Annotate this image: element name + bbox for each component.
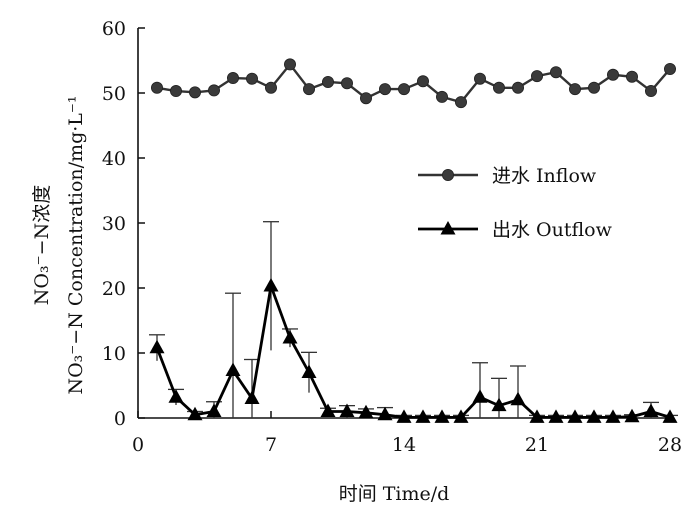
outflow-point [434, 409, 450, 423]
legend-outflow-label: 出水 Outflow [492, 219, 613, 241]
outflow-point [168, 389, 184, 403]
inflow-point [283, 58, 296, 71]
outflow-point [415, 409, 431, 423]
inflow-point [569, 83, 582, 96]
x-axis-title: 时间 Time/d [339, 483, 450, 505]
inflow-point [302, 83, 315, 96]
outflow-point [605, 409, 621, 423]
inflow-point [226, 72, 239, 85]
x-tick-label: 0 [132, 434, 144, 456]
inflow-point [664, 62, 677, 75]
inflow-point [435, 90, 448, 103]
x-tick-label: 28 [658, 434, 682, 456]
inflow-point [550, 66, 563, 79]
outflow-point [263, 278, 279, 292]
inflow-point [588, 81, 601, 94]
y-tick-label: 30 [102, 213, 126, 235]
outflow-point [529, 409, 545, 423]
y-tick-label: 50 [102, 83, 126, 105]
outflow-point [453, 409, 469, 423]
inflow-point [626, 70, 639, 83]
axis-labels: 时间 Time/d NO₃⁻−N浓度 NO₃⁻−N Concentration/mg… [31, 95, 449, 505]
x-tick-label: 7 [265, 434, 277, 456]
inflow-point [245, 72, 258, 85]
inflow-point [207, 84, 220, 97]
inflow-point [169, 85, 182, 98]
inflow-point [150, 81, 163, 94]
outflow-point [662, 409, 678, 423]
axes: 0 10 20 30 40 50 60 0 7 14 21 28 [102, 18, 682, 456]
inflow-point [607, 68, 620, 81]
inflow-point [188, 86, 201, 99]
outflow-point [187, 406, 203, 421]
outflow-point [396, 409, 412, 423]
x-tick-label: 21 [525, 434, 549, 456]
outflow-point [567, 409, 583, 423]
legend-outflow-marker [440, 221, 456, 235]
inflow-point [397, 83, 410, 96]
outflow-point [377, 406, 393, 421]
y-tick-label: 60 [102, 18, 126, 40]
outflow-point [206, 403, 222, 417]
y-tick-label: 20 [102, 278, 126, 300]
inflow-point [264, 81, 277, 94]
y-axis-title-cn: NO₃⁻−N浓度 [31, 185, 53, 305]
outflow-point [320, 403, 336, 417]
outflow-point [301, 364, 317, 378]
inflow-point [359, 92, 372, 105]
legend-inflow-marker [441, 168, 454, 181]
y-axis-title-en: NO₃⁻−N Concentration/mg·L⁻¹ [65, 95, 87, 394]
outflow-line [155, 280, 671, 419]
outflow-point [225, 362, 241, 377]
outflow-point [548, 409, 564, 423]
y-tick-label: 0 [114, 408, 126, 430]
inflow-point [645, 85, 658, 98]
inflow-point [531, 70, 544, 83]
legend-inflow-label: 进水 Inflow [492, 165, 597, 187]
markers [149, 58, 678, 423]
legend: 进水 Inflow 出水 Outflow [418, 165, 613, 241]
inflow-point [340, 77, 353, 90]
error-bars [149, 221, 678, 418]
inflow-point [321, 75, 334, 88]
inflow-point [512, 81, 525, 94]
inflow-point [492, 81, 505, 94]
series-lines [155, 62, 671, 419]
y-tick-label: 40 [102, 148, 126, 170]
inflow-line [156, 62, 671, 104]
outflow-point [643, 403, 659, 417]
outflow-point [472, 389, 488, 403]
outflow-point [244, 390, 260, 404]
outflow-point [282, 330, 298, 344]
outflow-point [339, 403, 355, 417]
outflow-point [624, 408, 640, 423]
outflow-point [510, 391, 526, 406]
y-tick-label: 10 [102, 343, 126, 365]
outflow-point [149, 339, 165, 354]
inflow-point [416, 75, 429, 88]
inflow-point [473, 72, 486, 85]
inflow-point [454, 96, 467, 109]
outflow-point [491, 397, 507, 412]
inflow-point [378, 83, 391, 96]
outflow-point [358, 404, 374, 419]
outflow-point [586, 409, 602, 423]
x-tick-label: 14 [392, 434, 416, 456]
